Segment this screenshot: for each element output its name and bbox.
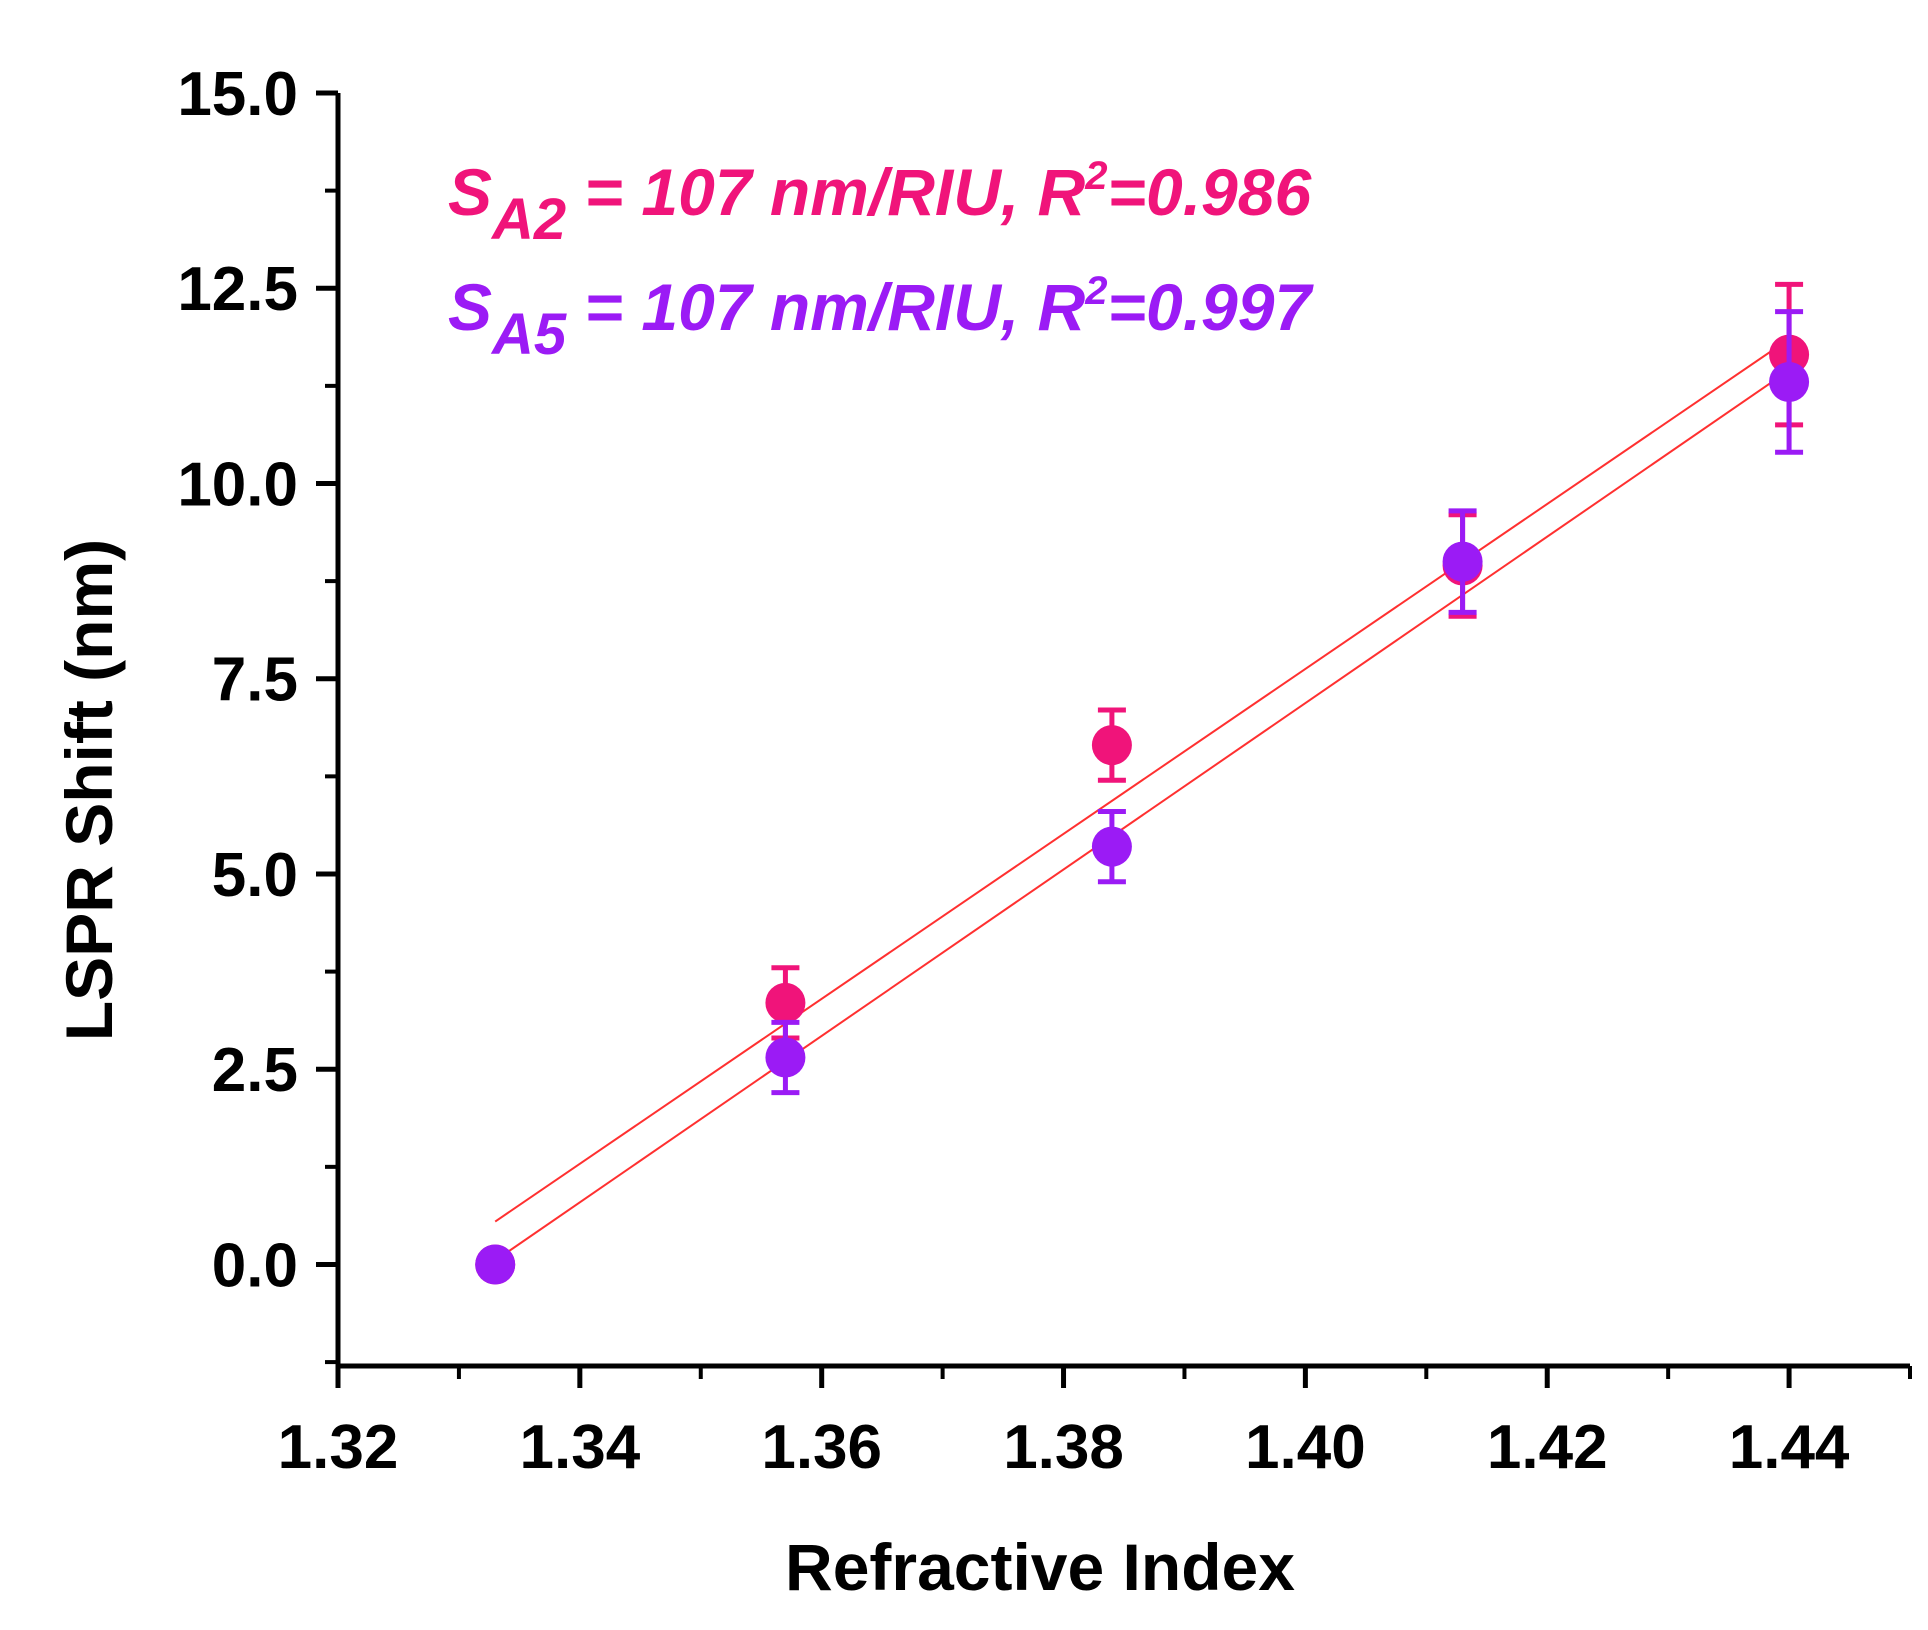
y-tick-label: 15.0 <box>177 60 298 129</box>
y-tick-label: 10.0 <box>177 450 298 519</box>
sensitivity-annotation: SA5 = 107 nm/RIU, R2=0.997 <box>448 269 1314 367</box>
data-point-series-1 <box>1091 725 1132 766</box>
data-point-series-2 <box>1091 826 1132 867</box>
data-point-series-2 <box>1769 361 1810 402</box>
annotation-part: 2 <box>1084 269 1107 313</box>
y-tick-label: 12.5 <box>177 255 298 324</box>
y-tick-label: 7.5 <box>212 646 298 715</box>
data-points <box>475 281 1810 1285</box>
data-point-series-1 <box>765 982 806 1023</box>
x-tick-label: 1.42 <box>1487 1413 1608 1482</box>
x-tick-label: 1.32 <box>278 1413 399 1482</box>
annotation-part: 2 <box>1084 154 1107 198</box>
tick-labels: 1.32 1.34 1.36 1.38 1.40 1.42 1.44 0.0 2.5 5.0 7.5… <box>177 60 1850 1482</box>
x-tick-label: 1.44 <box>1729 1413 1850 1482</box>
y-axis-title: LSPR Shift (nm) <box>52 539 126 1041</box>
annotation-part: = 107 nm/RIU, R <box>566 155 1085 229</box>
fit-line-1 <box>494 338 1790 1223</box>
annotation-part: A2 <box>490 187 566 252</box>
data-point-series-2 <box>765 1037 806 1078</box>
annotation-part: S <box>448 270 492 344</box>
x-tick-label: 1.38 <box>1003 1413 1124 1482</box>
annotation-part: S <box>448 155 492 229</box>
annotation-part: A5 <box>490 302 567 367</box>
x-tick-label: 1.36 <box>761 1413 882 1482</box>
sensitivity-annotation: SA2 = 107 nm/RIU, R2=0.986 <box>448 154 1312 252</box>
fit-line-2 <box>494 369 1790 1262</box>
annotation-part: =0.986 <box>1107 155 1312 229</box>
x-axis-title: Refractive Index <box>785 1530 1295 1604</box>
y-tick-label: 2.5 <box>212 1036 298 1105</box>
fit-lines <box>494 338 1790 1262</box>
data-point-series-2 <box>475 1244 516 1285</box>
y-tick-label: 5.0 <box>212 841 298 910</box>
y-tick-label: 0.0 <box>212 1231 298 1300</box>
x-tick-label: 1.40 <box>1245 1413 1366 1482</box>
annotation-part: = 107 nm/RIU, R <box>566 270 1085 344</box>
annotation-part: =0.997 <box>1107 270 1314 344</box>
x-tick-label: 1.34 <box>520 1413 641 1482</box>
data-point-series-2 <box>1442 541 1483 582</box>
axes <box>316 90 1912 1388</box>
